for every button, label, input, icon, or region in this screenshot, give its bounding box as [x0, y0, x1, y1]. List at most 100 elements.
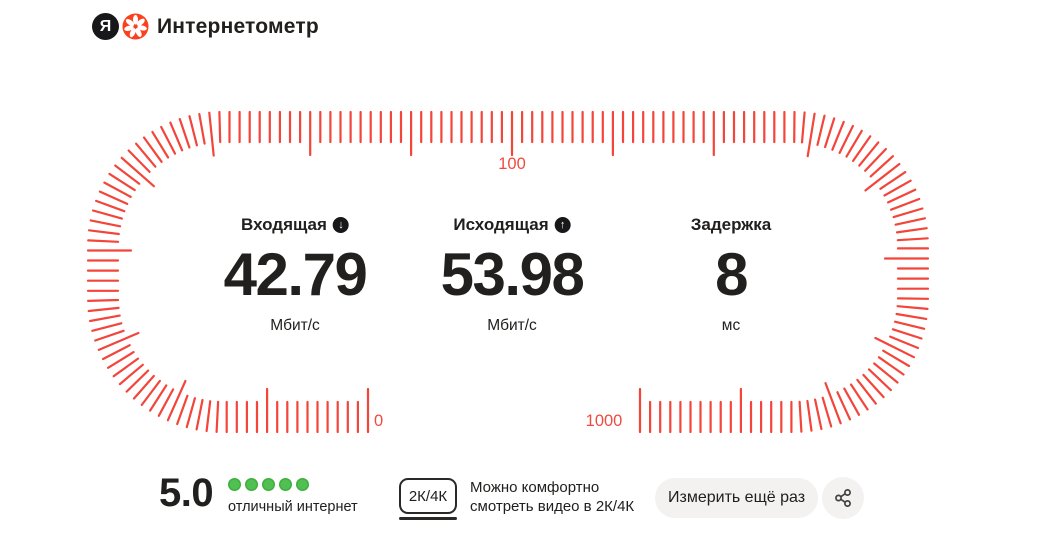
gauge-tick — [91, 209, 124, 220]
rating-dot-icon — [228, 478, 241, 491]
gauge-tick — [845, 129, 863, 158]
gauge-scale-max: 1000 — [585, 412, 623, 430]
rating-dot-icon — [279, 478, 292, 491]
gauge-tick — [106, 351, 135, 369]
gauge-tick — [867, 368, 892, 392]
gauge-tick — [195, 398, 204, 431]
gauge-tick — [188, 115, 198, 147]
gauge-tick — [874, 336, 916, 359]
gauge-tick — [151, 130, 170, 159]
gauge-tick — [891, 328, 923, 340]
gauge-tick — [824, 382, 842, 425]
quality-description-line1: Можно комфортно — [470, 479, 600, 496]
app-header: Я Интернетометр — [92, 13, 319, 40]
gauge-tick — [125, 369, 150, 393]
download-value: 42.79 — [223, 241, 368, 308]
gauge-tick — [889, 335, 920, 350]
gauge-tick — [208, 111, 215, 157]
upload-label: Исходящая — [453, 215, 549, 234]
gauge-tick — [91, 322, 123, 332]
gauge-tick — [94, 329, 125, 342]
measure-again-button[interactable]: Измерить ещё раз — [655, 478, 819, 518]
gauge-tick — [851, 135, 872, 162]
gauge-tick — [198, 112, 206, 145]
gauge-tick — [869, 155, 895, 178]
gauge-tick — [97, 331, 140, 351]
download-unit: Мбит/с — [270, 317, 320, 334]
gauge-scale-min: 0 — [374, 412, 384, 430]
gauge-tick — [218, 110, 222, 144]
gauge-tick — [103, 181, 132, 198]
gauge-tick — [112, 357, 140, 378]
metric-upload: Исходящая ↑ 53.98 Мбит/с — [440, 214, 585, 335]
metric-download: Входящая ↓ 42.79 Мбит/с — [223, 214, 368, 335]
gauge-tick — [806, 399, 813, 432]
gauge-tick — [215, 400, 220, 433]
gauge-tick — [823, 117, 836, 149]
gauge-tick — [883, 179, 912, 197]
video-quality-badge: 2К/4К — [399, 478, 457, 514]
upload-value: 53.98 — [440, 241, 585, 308]
gauge-tick — [160, 125, 177, 155]
gauge-tick — [816, 114, 826, 146]
gauge-tick — [831, 120, 845, 151]
gauge-tick — [94, 199, 126, 213]
gauge-tick — [864, 162, 901, 192]
gauge-tick — [142, 136, 163, 163]
gauge-tick — [877, 356, 905, 376]
page-title: Интернетометр — [157, 14, 319, 38]
gauge-tick — [886, 188, 917, 204]
gauge-tick — [149, 384, 168, 412]
gauge-tick — [813, 398, 823, 431]
latency-value: 8 — [715, 241, 748, 308]
upload-unit: Мбит/с — [487, 317, 537, 334]
rating-score: 5.0 — [159, 471, 214, 515]
gauge-tick — [185, 397, 196, 429]
gauge-tick — [86, 298, 120, 302]
gauge-tick — [166, 379, 187, 422]
gauge-tick — [800, 111, 806, 144]
gauge-tick — [862, 373, 885, 399]
gauge-tick — [895, 227, 928, 234]
gauge-scale-mid: 100 — [498, 155, 526, 173]
gauge-tick — [157, 388, 175, 417]
metric-latency: Задержка 8 мс — [691, 214, 772, 335]
rating-dot-icon — [296, 478, 309, 491]
gauge-tick — [864, 147, 888, 172]
download-arrow-icon: ↓ — [332, 217, 349, 233]
gauge-tick — [127, 149, 151, 173]
share-icon — [835, 489, 851, 507]
gauge-tick — [843, 387, 861, 416]
gauge-tick — [118, 363, 144, 386]
gauge-tick — [169, 121, 184, 152]
gauge-tick — [836, 391, 852, 421]
rating-dots — [228, 478, 309, 491]
video-quality-icon: 2К/4К — [399, 478, 457, 520]
gauge-tick — [87, 306, 120, 313]
latency-unit: мс — [721, 317, 741, 334]
quality-description: Можно комфортно смотреть видео в 2К/4К — [470, 479, 634, 516]
gauge-tick — [889, 197, 921, 211]
gauge-tick — [101, 344, 131, 361]
gauge-tick — [108, 172, 136, 192]
gauge-tick — [89, 219, 122, 228]
gauge-tick — [798, 400, 803, 433]
internetometer-fan-icon — [122, 13, 149, 40]
latency-label: Задержка — [690, 215, 772, 234]
share-button[interactable] — [822, 477, 864, 519]
rating-dot-icon — [245, 478, 258, 491]
gauge-tick — [132, 374, 155, 400]
gauge-tick — [882, 349, 911, 368]
yandex-logo-icon[interactable]: Я — [92, 13, 119, 40]
gauge-tick — [893, 320, 926, 330]
quality-description-line2: смотреть видео в 2К/4К — [470, 497, 635, 515]
tv-stand-line — [399, 517, 457, 520]
gauge-tick — [98, 190, 129, 205]
gauge-tick — [896, 305, 929, 310]
gauge-tick — [120, 156, 155, 188]
gauge-tick — [858, 141, 880, 167]
gauge-tick — [87, 229, 120, 236]
gauge-tick — [894, 217, 927, 226]
gauge-tick — [892, 207, 924, 219]
